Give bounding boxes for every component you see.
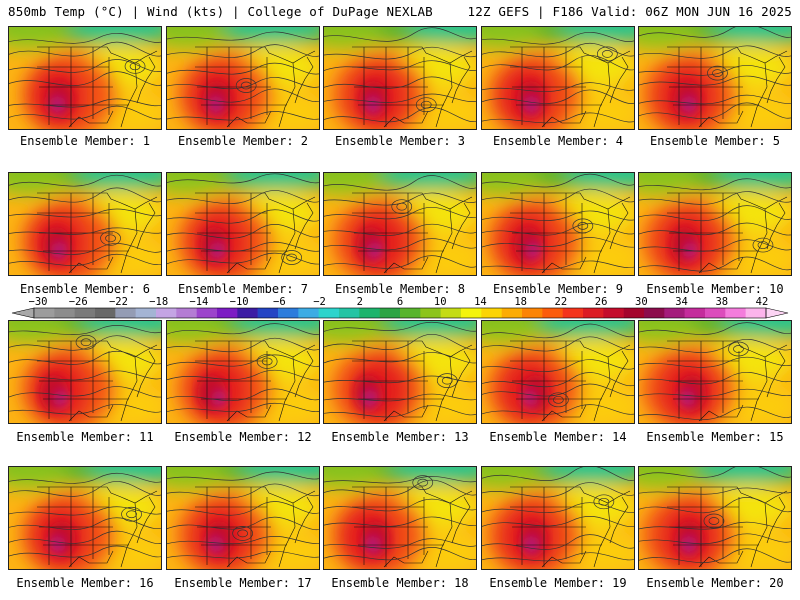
ensemble-member-label: Ensemble Member: 6: [19, 282, 151, 296]
ensemble-member-map: [8, 26, 162, 130]
ensemble-member-map: [323, 320, 477, 424]
ensemble-member-map: [638, 26, 792, 130]
colorbar-swatch: [298, 308, 319, 318]
ensemble-member-label: Ensemble Member: 17: [174, 576, 312, 590]
colorbar-swatch: [54, 308, 75, 318]
colorbar-swatch: [522, 308, 543, 318]
ensemble-member-map: [166, 320, 320, 424]
colorbar-tick-label: 42: [756, 296, 769, 308]
colorbar-swatch: [135, 308, 157, 318]
ensemble-member-label: Ensemble Member: 5: [649, 134, 781, 148]
ensemble-member-label: Ensemble Member: 16: [16, 576, 154, 590]
ensemble-member-label: Ensemble Member: 14: [489, 430, 627, 444]
ensemble-member-label: Ensemble Member: 10: [646, 282, 784, 296]
map-title: 850mb Temp (°C) | Wind (kts) | College o…: [8, 4, 433, 19]
ensemble-member-label: Ensemble Member: 18: [331, 576, 469, 590]
colorbar-swatch: [237, 308, 258, 318]
colorbar-swatch: [115, 308, 136, 318]
ensemble-member-label: Ensemble Member: 19: [489, 576, 627, 590]
ensemble-member-map: [481, 172, 635, 276]
colorbar-tick-label: 6: [397, 296, 403, 308]
colorbar-swatch: [562, 308, 584, 318]
colorbar-swatch: [74, 308, 96, 318]
ensemble-member-label: Ensemble Member: 13: [331, 430, 469, 444]
colorbar-swatch: [379, 308, 401, 318]
run-valid-time: 12Z GEFS | F186 Valid: 06Z MON JUN 16 20…: [467, 4, 792, 19]
colorbar-swatch: [217, 308, 238, 318]
ensemble-member-map: [481, 26, 635, 130]
ensemble-member-map: [638, 320, 792, 424]
colorbar-swatch: [623, 308, 645, 318]
ensemble-member-map: [166, 26, 320, 130]
ensemble-member-label: Ensemble Member: 9: [492, 282, 624, 296]
colorbar-swatch: [481, 308, 502, 318]
ensemble-member-label: Ensemble Member: 2: [177, 134, 309, 148]
colorbar-tick-label: 2: [357, 296, 363, 308]
colorbar-swatch: [400, 308, 421, 318]
ensemble-member-map: [8, 172, 162, 276]
ensemble-member-map: [323, 26, 477, 130]
ensemble-member-map: [8, 466, 162, 570]
colorbar-swatch: [257, 308, 279, 318]
colorbar-tick-label: 26: [595, 296, 608, 308]
colorbar-tick-label: −6: [273, 296, 286, 308]
colorbar-swatch: [420, 308, 441, 318]
ensemble-member-map: [323, 172, 477, 276]
ensemble-member-label: Ensemble Member: 3: [334, 134, 466, 148]
colorbar-swatch: [501, 308, 523, 318]
colorbar-tick-label: 38: [715, 296, 728, 308]
ensemble-member-map: [481, 466, 635, 570]
ensemble-member-map: [8, 320, 162, 424]
colorbar-swatch: [583, 308, 604, 318]
colorbar-swatch: [278, 308, 299, 318]
colorbar-tick-label: 22: [555, 296, 568, 308]
ensemble-member-map: [166, 172, 320, 276]
colorbar-swatch: [95, 308, 116, 318]
colorbar-swatch: [318, 308, 340, 318]
ensemble-member-label: Ensemble Member: 1: [19, 134, 151, 148]
colorbar-swatch: [196, 308, 218, 318]
colorbar-swatch: [461, 308, 482, 318]
colorbar-tick-label: 18: [514, 296, 527, 308]
ensemble-member-label: Ensemble Member: 7: [177, 282, 309, 296]
colorbar-swatch: [542, 308, 563, 318]
ensemble-member-label: Ensemble Member: 11: [16, 430, 154, 444]
colorbar-tick-label: −2: [313, 296, 326, 308]
ensemble-member-label: Ensemble Member: 12: [174, 430, 312, 444]
temperature-colorbar: −30 −26 −22 −18 −14 −10 −6 −2 2 6 10 14 18 22 26 30 34 38…: [11, 296, 789, 319]
ensemble-member-label: Ensemble Member: 4: [492, 134, 624, 148]
ensemble-member-map: [638, 172, 792, 276]
ensemble-member-map: [323, 466, 477, 570]
colorbar-swatch: [156, 308, 177, 318]
ensemble-member-map: [481, 320, 635, 424]
colorbar-tick-label: 30: [635, 296, 648, 308]
colorbar-tick-label: 34: [675, 296, 688, 308]
colorbar-tick-label: −26: [69, 296, 88, 308]
colorbar-swatch: [664, 308, 685, 318]
colorbar-swatch: [440, 308, 462, 318]
colorbar-tick-label: −22: [109, 296, 128, 308]
colorbar-swatch: [705, 308, 726, 318]
colorbar-swatch: [359, 308, 380, 318]
colorbar-swatch: [725, 308, 746, 318]
colorbar-swatch: [603, 308, 624, 318]
colorbar-tick-label: −10: [230, 296, 249, 308]
colorbar-tick-label: −18: [149, 296, 168, 308]
colorbar-swatch: [176, 308, 197, 318]
ensemble-member-label: Ensemble Member: 8: [334, 282, 466, 296]
colorbar-swatch: [644, 308, 665, 318]
ensemble-member-label: Ensemble Member: 20: [646, 576, 784, 590]
colorbar-swatch: [684, 308, 706, 318]
colorbar-swatch: [339, 308, 360, 318]
ensemble-member-map: [166, 466, 320, 570]
ensemble-member-map: [638, 466, 792, 570]
colorbar-tick-label: 14: [474, 296, 487, 308]
colorbar-swatch: [34, 308, 55, 318]
colorbar-swatch: [745, 308, 767, 318]
colorbar-tick-label: −30: [29, 296, 48, 308]
colorbar-tick-label: −14: [189, 296, 208, 308]
colorbar-tick-label: 10: [434, 296, 447, 308]
ensemble-member-label: Ensemble Member: 15: [646, 430, 784, 444]
